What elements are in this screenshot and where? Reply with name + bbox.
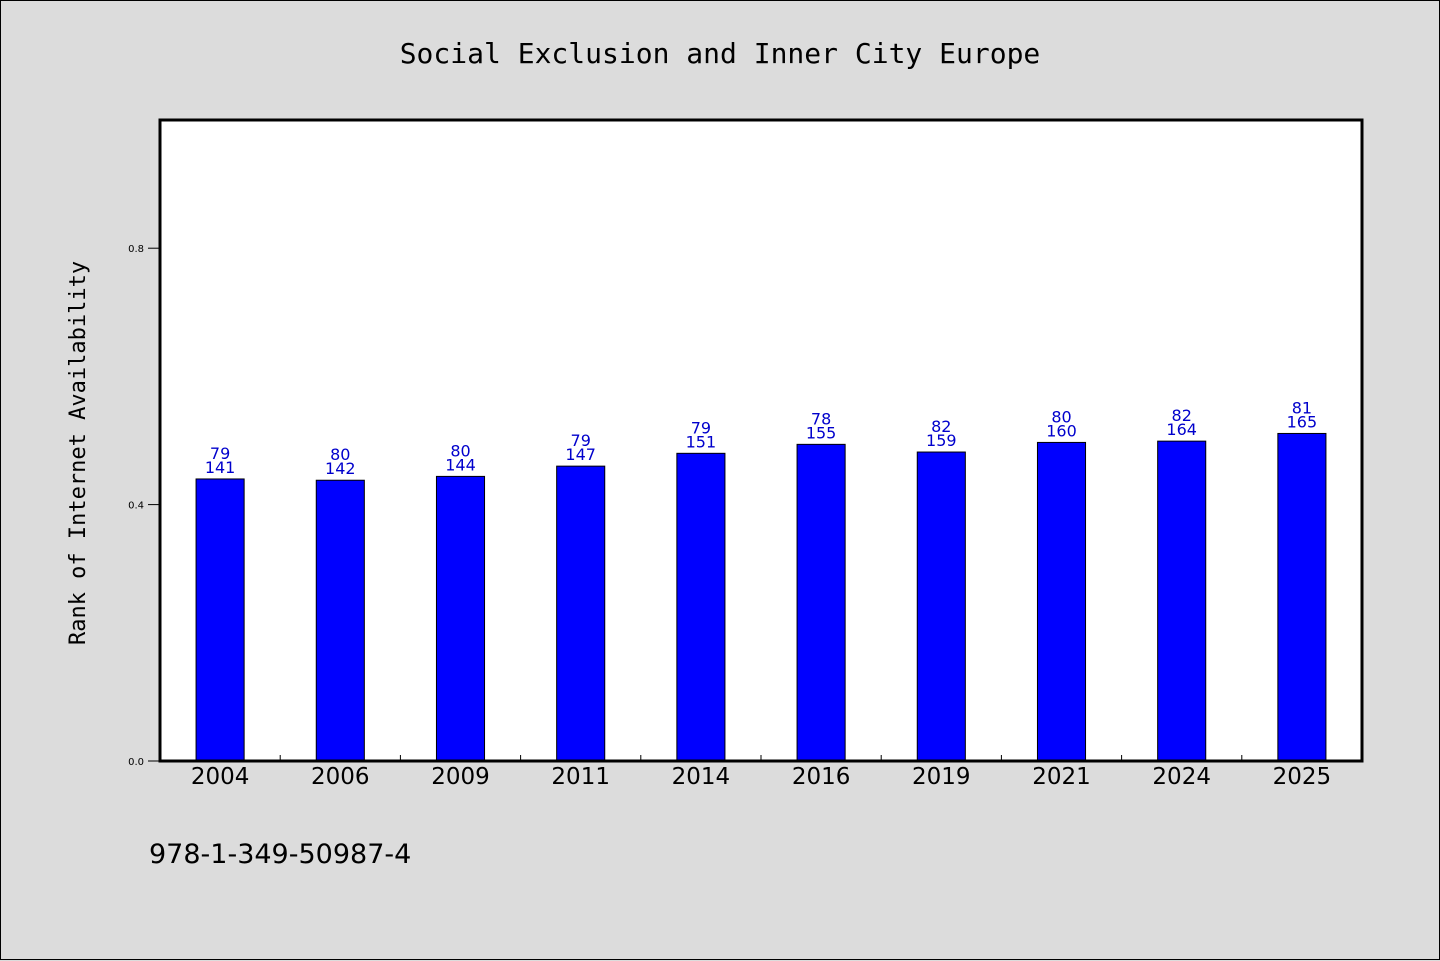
- x-tick-label: 2025: [1273, 764, 1332, 790]
- bar-label-top: 80: [450, 441, 470, 460]
- bars-group: [195, 432, 1327, 762]
- bar: [195, 478, 245, 762]
- x-tick-label: 2016: [792, 764, 851, 790]
- x-tick-label: 2006: [311, 764, 370, 790]
- bar-label-bottom: 160: [1046, 421, 1077, 440]
- bar: [1036, 441, 1087, 762]
- bar-label-top: 79: [691, 418, 711, 437]
- bar-label-top: 80: [1051, 407, 1071, 426]
- x-tick-label: 2011: [551, 764, 610, 790]
- y-axis-label: Rank of Internet Availability: [66, 261, 91, 645]
- bar-label-top: 79: [571, 431, 591, 450]
- bar-label-bottom: 165: [1287, 412, 1318, 431]
- bar-label-top: 82: [1172, 406, 1192, 425]
- x-tick-label: 2014: [672, 764, 731, 790]
- y-tick-label: 0.4: [128, 501, 144, 512]
- bar-label-top: 78: [811, 409, 831, 428]
- isbn-text: 978-1-349-50987-4: [149, 839, 411, 870]
- y-tick-label: 0.8: [128, 244, 144, 255]
- x-tick-label: 2009: [431, 764, 490, 790]
- chart-title: Social Exclusion and Inner City Europe: [400, 37, 1041, 70]
- bar: [315, 479, 365, 762]
- bar-label-bottom: 144: [445, 455, 476, 474]
- bar-label-top: 82: [931, 417, 951, 436]
- bar: [556, 465, 606, 762]
- bar-label-bottom: 147: [565, 445, 596, 464]
- y-tick-label: 0.0: [128, 757, 144, 768]
- bar: [435, 475, 486, 762]
- bar-label-bottom: 151: [686, 432, 717, 451]
- x-tick-label: 2024: [1152, 764, 1211, 790]
- bar: [676, 452, 726, 762]
- bar-label-top: 81: [1292, 398, 1312, 417]
- x-tick-label: 2019: [912, 764, 971, 790]
- plot-border: [158, 118, 1364, 763]
- bar-label-top: 79: [210, 444, 230, 463]
- bar-label-bottom: 159: [926, 431, 957, 450]
- bar-label-bottom: 164: [1166, 420, 1197, 439]
- x-axis: 2004 2006 2009 2011 2014 2016 2019 2021 2024 2025: [191, 755, 1331, 790]
- bar-label-top: 80: [330, 445, 350, 464]
- x-tick-label: 2004: [191, 764, 250, 790]
- y-axis: 0.0 0.4 0.8: [128, 244, 160, 768]
- bar: [1157, 440, 1207, 762]
- bar-label-bottom: 142: [325, 459, 356, 478]
- bar-label-bottom: 141: [205, 458, 236, 477]
- bar-label-bottom: 155: [806, 423, 837, 442]
- bar: [916, 451, 966, 762]
- bar: [1277, 432, 1327, 762]
- x-tick-label: 2021: [1032, 764, 1091, 790]
- bar: [796, 443, 846, 762]
